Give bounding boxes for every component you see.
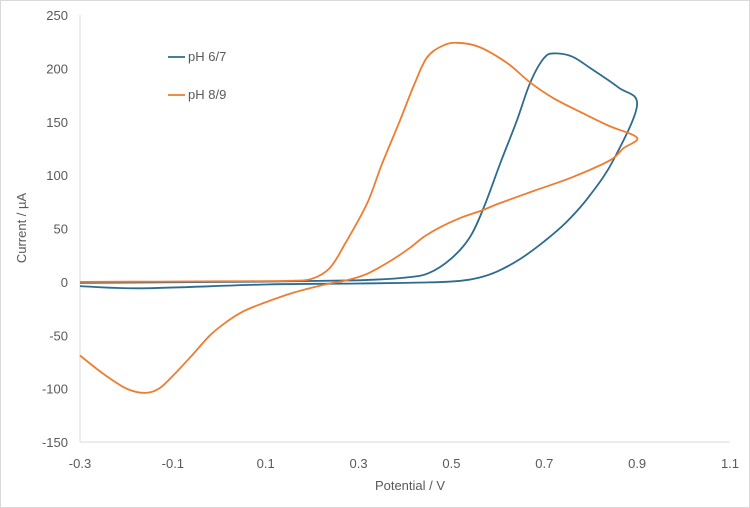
x-tick-label: 0.5 xyxy=(442,456,460,471)
legend: pH 6/7 pH 8/9 xyxy=(168,49,226,102)
y-tick-label: 200 xyxy=(46,61,68,76)
y-tick-label: 50 xyxy=(54,222,68,237)
legend-label: pH 8/9 xyxy=(188,87,226,102)
series-group xyxy=(79,41,639,394)
y-tick-label: -50 xyxy=(49,328,68,343)
x-tick-label: 0.3 xyxy=(350,456,368,471)
y-tick-label: -150 xyxy=(42,435,68,450)
legend-label: pH 6/7 xyxy=(188,49,226,64)
series-line-1 xyxy=(79,52,639,290)
x-tick-label: 0.9 xyxy=(628,456,646,471)
y-tick-label: 150 xyxy=(46,115,68,130)
x-tick-label: 0.7 xyxy=(535,456,553,471)
y-axis-title: Current / µA xyxy=(14,193,29,264)
series-line-2 xyxy=(79,41,639,394)
y-tick-label: 100 xyxy=(46,168,68,183)
x-tick-label: 1.1 xyxy=(721,456,739,471)
x-tick-label: -0.1 xyxy=(162,456,184,471)
axes: -150 -100 -50 0 50 100 150 200 250 -0.3 -0.1 0.1 0.3… xyxy=(42,8,739,471)
y-tick-label: 0 xyxy=(61,275,68,290)
y-tick-label: -100 xyxy=(42,382,68,397)
x-axis-title: Potential / V xyxy=(375,478,445,493)
y-tick-label: 250 xyxy=(46,8,68,23)
x-tick-label: 0.1 xyxy=(257,456,275,471)
x-tick-label: -0.3 xyxy=(69,456,91,471)
